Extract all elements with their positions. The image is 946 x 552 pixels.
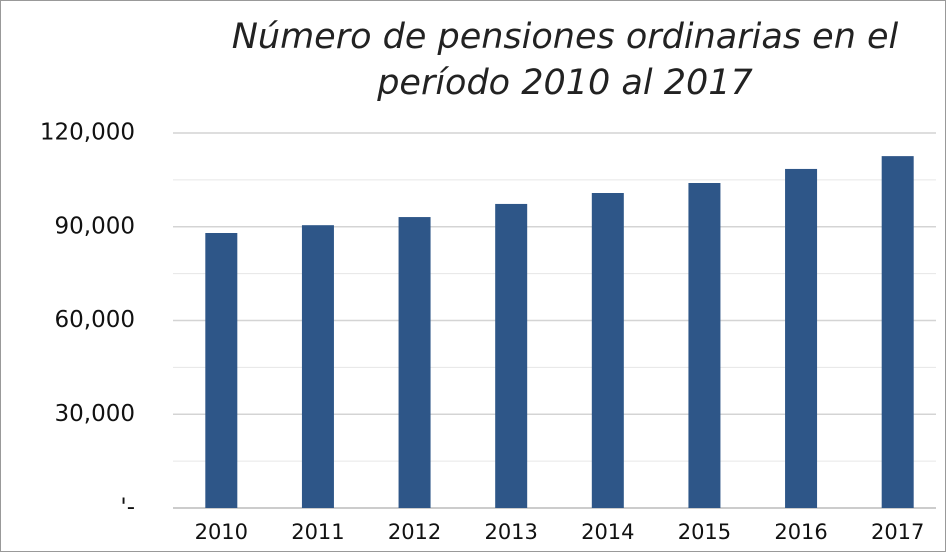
y-tick-label: '- bbox=[120, 495, 135, 521]
y-tick-label: 120,000 bbox=[40, 120, 135, 146]
x-tick-label: 2016 bbox=[774, 520, 827, 544]
y-tick-label: 60,000 bbox=[55, 307, 135, 333]
bar bbox=[495, 203, 528, 508]
x-tick-label: 2012 bbox=[388, 520, 441, 544]
x-tick-label: 2011 bbox=[291, 520, 344, 544]
y-tick-label: 30,000 bbox=[55, 401, 135, 427]
x-tick-label: 2014 bbox=[581, 520, 634, 544]
bar bbox=[301, 225, 334, 508]
bar bbox=[688, 183, 721, 508]
x-tick-label: 2010 bbox=[195, 520, 248, 544]
bar bbox=[398, 217, 431, 508]
bar bbox=[881, 156, 914, 508]
bar bbox=[591, 193, 624, 508]
x-tick-label: 2015 bbox=[678, 520, 731, 544]
x-tick-label: 2017 bbox=[871, 520, 924, 544]
chart-title: Número de pensiones ordinarias en el per… bbox=[231, 17, 899, 103]
x-tick-label: 2013 bbox=[484, 520, 537, 544]
bar bbox=[205, 233, 238, 508]
y-tick-label: 90,000 bbox=[55, 213, 135, 239]
bar bbox=[785, 168, 818, 508]
